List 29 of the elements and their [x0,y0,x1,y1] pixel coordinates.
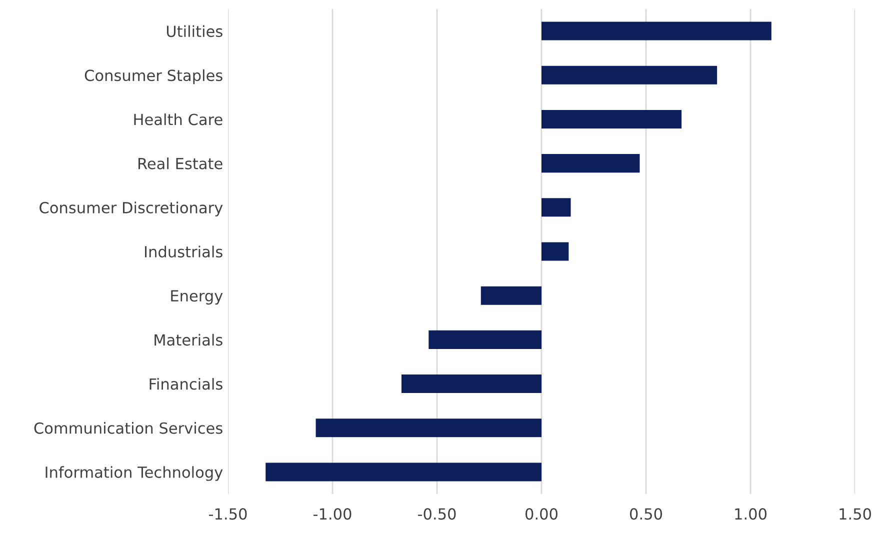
y-tick-label: Communication Services [34,422,222,434]
x-tick-label: 1.00 [735,508,766,520]
y-tick-label: Consumer Discretionary [40,202,223,216]
y-tick-label: Information Technology [46,466,223,481]
bar [401,374,542,394]
bar [542,242,569,261]
bar [428,330,542,349]
bar [542,66,718,84]
y-tick-label: Energy [171,290,223,305]
y-tick-label: Health Care [134,113,222,126]
y-tick-label: Utilities [166,25,222,38]
x-tick-label: 0.50 [630,508,662,520]
x-tick-label: 1.50 [840,508,871,520]
y-tick-label: Industrials [145,246,222,258]
bar [542,198,571,217]
y-tick-label: Consumer Staples [84,69,222,84]
x-tick-label: -0.50 [418,508,456,520]
x-tick-label: -1.50 [208,508,247,520]
bar [316,418,542,438]
bar [542,22,772,40]
bar [542,154,640,173]
bar [542,110,682,128]
bar [266,462,542,482]
y-tick-label: Materials [154,334,222,346]
y-tick-label: Financials [150,378,222,390]
y-tick-label: Real Estate [138,158,222,170]
x-tick-label: -1.00 [313,508,352,520]
bar [480,286,542,305]
x-tick-label: 0.00 [526,508,558,520]
